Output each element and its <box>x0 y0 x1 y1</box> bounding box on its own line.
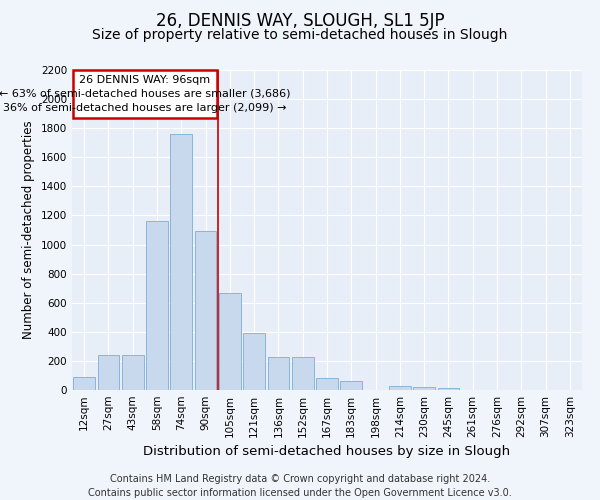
Bar <box>413 387 435 390</box>
Bar <box>170 134 192 390</box>
Bar <box>389 386 411 390</box>
Bar <box>268 358 289 390</box>
Y-axis label: Number of semi-detached properties: Number of semi-detached properties <box>22 120 35 340</box>
Bar <box>316 378 338 390</box>
FancyBboxPatch shape <box>73 70 217 118</box>
Bar <box>97 355 119 390</box>
Text: 26 DENNIS WAY: 96sqm
← 63% of semi-detached houses are smaller (3,686)
36% of se: 26 DENNIS WAY: 96sqm ← 63% of semi-detac… <box>0 75 290 113</box>
Text: Size of property relative to semi-detached houses in Slough: Size of property relative to semi-detach… <box>92 28 508 42</box>
Bar <box>437 388 460 390</box>
Bar <box>292 358 314 390</box>
Bar <box>194 232 217 390</box>
Bar <box>340 382 362 390</box>
Text: 26, DENNIS WAY, SLOUGH, SL1 5JP: 26, DENNIS WAY, SLOUGH, SL1 5JP <box>155 12 445 30</box>
Text: Contains HM Land Registry data © Crown copyright and database right 2024.
Contai: Contains HM Land Registry data © Crown c… <box>88 474 512 498</box>
Bar <box>146 222 168 390</box>
Bar <box>219 292 241 390</box>
Bar <box>243 334 265 390</box>
X-axis label: Distribution of semi-detached houses by size in Slough: Distribution of semi-detached houses by … <box>143 446 511 458</box>
Bar <box>73 377 95 390</box>
Bar <box>122 355 143 390</box>
